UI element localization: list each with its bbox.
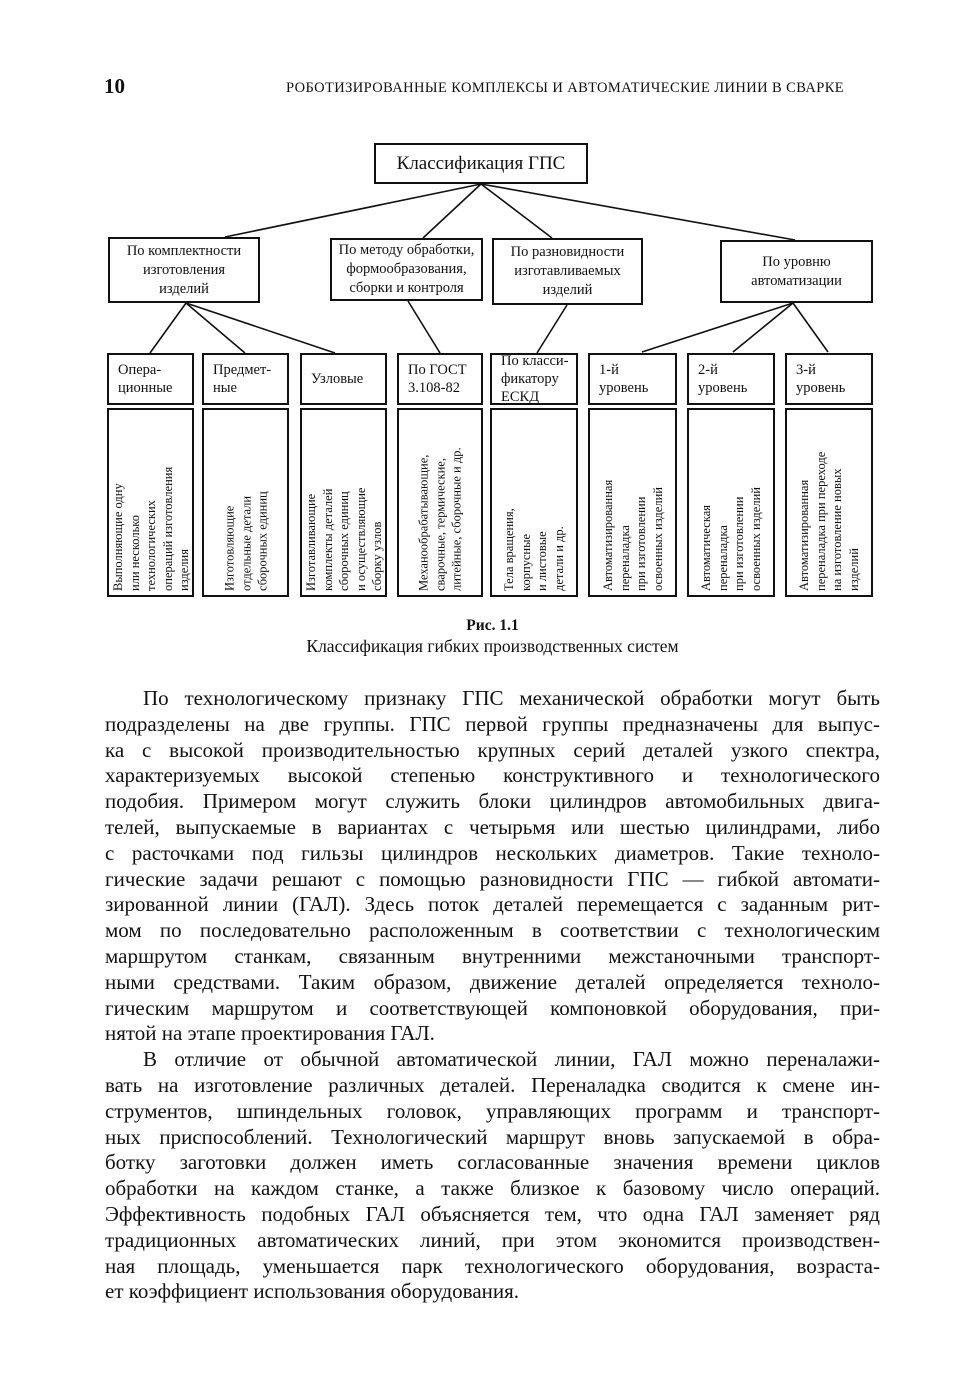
body-text-line: ная площадь, уменьшается парк технологич…: [105, 1253, 880, 1278]
body-paragraph: В отличие от обычной автоматической лини…: [105, 1047, 880, 1305]
body-text-line: В отличие от обычной автоматической лини…: [143, 1047, 880, 1072]
figure-caption-text: Классификация гибких производственных си…: [306, 636, 679, 656]
rotated-text: Изготавливающие комплекты деталей сбороч…: [303, 487, 384, 591]
figure-connector-lines: [149, 183, 829, 354]
rotated-text: Автоматическая переналадка при изготовле…: [699, 486, 763, 591]
figure-leaf-title-level-2: 2-й уровень: [687, 353, 775, 405]
figure-leaf-desc-level-2: Автоматическая переналадка при изготовле…: [687, 408, 775, 597]
figure-branch-automation-level: По уровню автоматизации: [720, 240, 873, 303]
body-text-line: маршрутом станкам, связанным внутренними…: [105, 943, 880, 968]
figure-root-node: Классификация ГПС: [374, 143, 588, 184]
body-text-line: вать на изготовление различных деталей. …: [105, 1072, 880, 1097]
body-text-line: По технологическому признаку ГПС механич…: [143, 686, 880, 710]
body-text-line: с расточками под гильзы цилиндров нескол…: [105, 840, 880, 865]
figure-caption-label: Рис. 1.1: [466, 617, 519, 634]
figure-branch-completeness: По комплектности изготовления изделий: [108, 237, 260, 303]
body-text-line: ет коэффициент использования оборудовани…: [105, 1279, 520, 1304]
rotated-text: Автоматизированная переналадка при изгот…: [600, 479, 665, 591]
body-text-line: Эффективность подобных ГАЛ объясняется т…: [105, 1201, 880, 1226]
rotated-text: Тела вращения, корпусные и листовые дета…: [502, 507, 566, 591]
figure-leaf-title-level-1: 1-й уровень: [588, 353, 677, 405]
rotated-text: Выполняющие одну или несколько технологи…: [110, 466, 191, 591]
figure-leaf-desc-eskd: Тела вращения, корпусные и листовые дета…: [490, 408, 578, 597]
figure-leaf-title-subject: Предмет- ные: [202, 353, 289, 405]
body-text-line: струментов, шпиндельных головок, управля…: [105, 1098, 880, 1123]
body-paragraph: По технологическому признаку ГПС механич…: [105, 686, 880, 1047]
running-head: РОБОТИЗИРОВАННЫЕ КОМПЛЕКСЫ И АВТОМАТИЧЕС…: [285, 80, 845, 96]
body-text-line: нятой на этапе проектирования ГАЛ.: [105, 1021, 435, 1046]
figure-leaf-desc-assembly: Изготавливающие комплекты деталей сбороч…: [300, 408, 387, 597]
figure-leaf-desc-level-3: Автоматизированная переналадка при перех…: [785, 408, 873, 597]
figure-leaf-title-operational: Опера- ционные: [107, 353, 194, 405]
rotated-text: Механообрабатывающие, сварочные, термиче…: [416, 446, 464, 591]
figure-leaf-title-level-3: 3-й уровень: [785, 353, 873, 405]
body-text-line: телей, выпускаемые в вариантах с четырьм…: [105, 814, 880, 839]
page-number: 10: [104, 74, 125, 98]
figure-leaf-desc-operational: Выполняющие одну или несколько технологи…: [107, 408, 194, 597]
figure-leaf-title-gost: По ГОСТ 3.108-82: [397, 353, 483, 405]
body-text: По технологическому признаку ГПС механич…: [105, 686, 880, 1305]
body-text-line: ка с высокой производительностью крупных…: [105, 737, 880, 762]
figure-branch-method: По методу обработки, формообразования, с…: [330, 238, 483, 301]
body-text-line: зированной линии (ГАЛ). Здесь поток дета…: [105, 892, 880, 917]
figure-leaf-title-assembly: Узловые: [300, 353, 387, 405]
body-text-line: обработки на каждом станке, а также близ…: [105, 1176, 880, 1201]
figure-leaf-desc-subject: Изготовляющие отдельные детали сборочных…: [202, 408, 289, 597]
figure-leaf-desc-gost: Механообрабатывающие, сварочные, термиче…: [397, 408, 483, 597]
body-text-line: ботку заготовки должен иметь согласованн…: [105, 1150, 880, 1175]
body-text-line: характеризуемых высокой степенью констру…: [105, 763, 880, 788]
figure-branch-product-variety: По разновидности изготавливаемых изделий: [492, 238, 643, 305]
body-text-line: ных приспособлений. Технологический марш…: [105, 1124, 880, 1149]
body-text-line: подобия. Примером могут служить блоки ци…: [105, 789, 880, 814]
rotated-text: Автоматизированная переналадка при перех…: [797, 451, 861, 591]
figure-leaf-desc-level-1: Автоматизированная переналадка при изгот…: [588, 408, 677, 597]
figure-caption: Рис. 1.1 Классификация гибких производст…: [105, 617, 880, 657]
body-text-line: гические задачи решают с помощью разнови…: [105, 866, 880, 891]
body-text-line: гическим маршрутом и соответствующей ком…: [105, 995, 880, 1020]
body-text-line: мом по последовательно расположенным в с…: [105, 918, 880, 943]
rotated-text: Изготовляющие отдельные детали сборочных…: [221, 490, 269, 591]
figure-leaf-title-eskd: По класси- фикатору ЕСКД: [490, 353, 578, 405]
body-text-line: ными средствами. Таким образом, движение…: [105, 969, 880, 994]
body-text-line: подразделены на две группы. ГПС первой г…: [105, 711, 880, 736]
body-text-line: традиционных автоматических линий, при э…: [105, 1227, 880, 1252]
